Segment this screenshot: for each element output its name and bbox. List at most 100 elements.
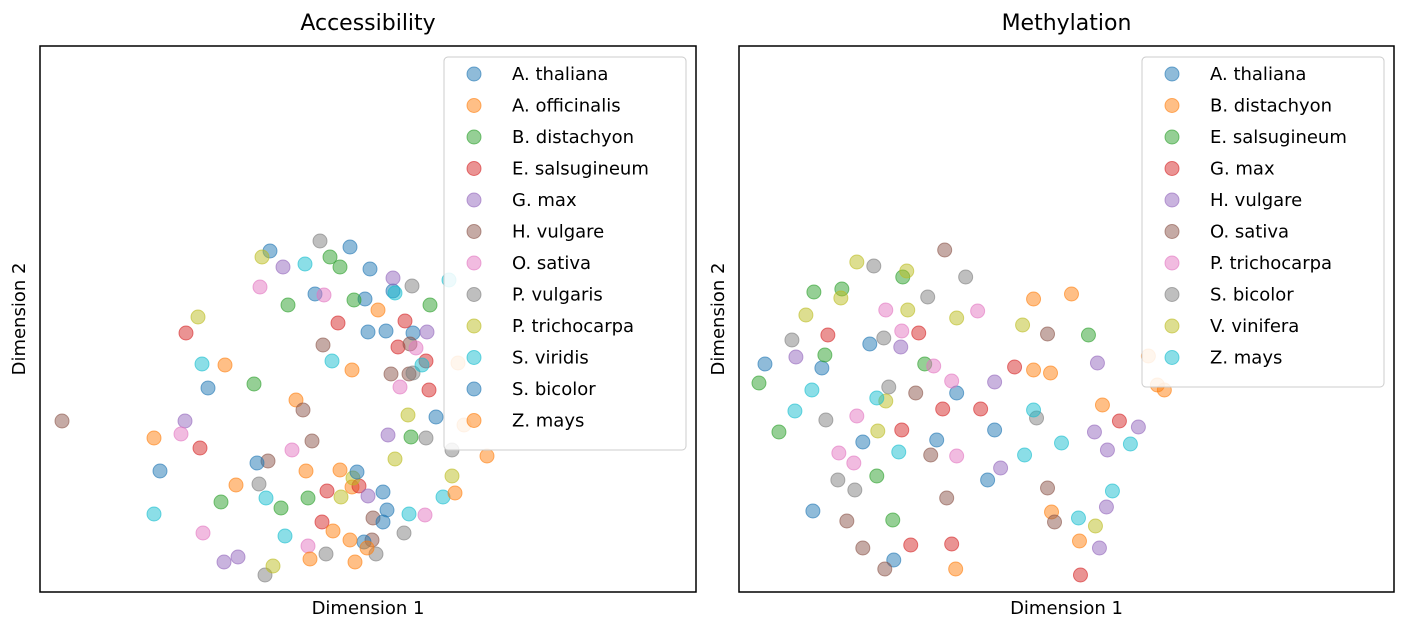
point xyxy=(314,514,330,530)
x-axis-label: Dimension 1 xyxy=(1010,598,1123,619)
point xyxy=(1040,480,1056,496)
legend-box xyxy=(1141,56,1385,388)
legend-label: S. bicolor xyxy=(1210,285,1294,306)
point xyxy=(280,297,296,313)
point xyxy=(805,503,821,519)
legend-label: A. thaliana xyxy=(512,64,608,85)
point xyxy=(385,270,401,286)
point xyxy=(958,269,974,285)
legend-label: Z. mays xyxy=(512,411,584,432)
panel-title: Methylation xyxy=(1002,11,1132,36)
point xyxy=(830,472,846,488)
point xyxy=(300,490,316,506)
legend-label: E. salsugineum xyxy=(512,159,649,180)
point xyxy=(302,551,318,567)
legend-marker xyxy=(466,161,482,176)
point xyxy=(277,528,293,544)
point xyxy=(300,538,316,554)
point xyxy=(360,324,376,340)
point xyxy=(869,468,885,484)
point xyxy=(849,254,865,270)
point xyxy=(318,546,334,562)
point xyxy=(325,523,341,539)
legend-label: O. sativa xyxy=(1210,222,1289,243)
point xyxy=(820,327,836,343)
point xyxy=(1015,317,1031,333)
point xyxy=(1007,359,1023,375)
point xyxy=(980,472,996,488)
point xyxy=(1094,397,1110,413)
point xyxy=(177,413,193,429)
point xyxy=(944,536,960,552)
legend-marker xyxy=(466,318,482,334)
point xyxy=(444,468,460,484)
legend-marker xyxy=(466,129,482,145)
point xyxy=(192,440,208,456)
point xyxy=(342,532,358,548)
point xyxy=(757,356,773,372)
point xyxy=(798,307,814,323)
legend-label: B. distachyon xyxy=(1210,96,1332,117)
point xyxy=(312,233,328,249)
point xyxy=(252,279,268,295)
point xyxy=(479,448,495,464)
point xyxy=(804,382,820,398)
point xyxy=(846,455,862,471)
legend-marker xyxy=(466,287,482,302)
point xyxy=(1089,355,1105,371)
point xyxy=(297,256,313,272)
point xyxy=(359,540,375,556)
point xyxy=(1026,402,1042,418)
point xyxy=(273,500,289,516)
point xyxy=(891,444,907,460)
point xyxy=(878,302,894,318)
point xyxy=(330,315,346,331)
point xyxy=(146,430,162,446)
point xyxy=(387,451,403,467)
point xyxy=(818,412,834,428)
legend-label: B. distachyon xyxy=(512,127,634,148)
point xyxy=(418,430,434,446)
point xyxy=(414,357,430,373)
point xyxy=(839,513,855,529)
point xyxy=(315,337,331,353)
point xyxy=(893,339,909,355)
point xyxy=(194,356,210,372)
legend-label: P. trichocarpa xyxy=(1210,253,1332,274)
point xyxy=(146,506,162,522)
point xyxy=(833,290,849,306)
legend-label: E. salsugineum xyxy=(1210,127,1347,148)
point xyxy=(152,463,168,479)
point xyxy=(387,285,403,301)
point xyxy=(349,464,365,480)
point xyxy=(788,349,804,365)
point xyxy=(178,325,194,341)
point xyxy=(1087,518,1103,534)
panel: Methylation Dimension 1 Dimension 2 A. thal… xyxy=(708,11,1395,619)
legend-marker xyxy=(1164,66,1180,82)
point xyxy=(362,261,378,277)
point xyxy=(333,489,349,505)
point xyxy=(784,332,800,348)
legend-label: P. trichocarpa xyxy=(512,316,634,337)
point xyxy=(973,401,989,417)
point xyxy=(881,379,897,395)
point xyxy=(923,447,939,463)
point xyxy=(900,302,916,318)
legend-label: H. vulgare xyxy=(512,222,604,243)
legend-marker xyxy=(1164,255,1180,271)
legend-label: A. officinalis xyxy=(512,96,621,117)
legend-label: G. max xyxy=(1210,159,1275,180)
point xyxy=(419,324,435,340)
point xyxy=(304,433,320,449)
legend-marker xyxy=(466,192,482,208)
point xyxy=(216,554,232,570)
point xyxy=(428,409,444,425)
point xyxy=(939,490,955,506)
point xyxy=(332,259,348,275)
point xyxy=(275,259,291,275)
point xyxy=(903,537,919,553)
point xyxy=(230,549,246,565)
point xyxy=(421,382,437,398)
legend-marker xyxy=(1164,318,1180,334)
